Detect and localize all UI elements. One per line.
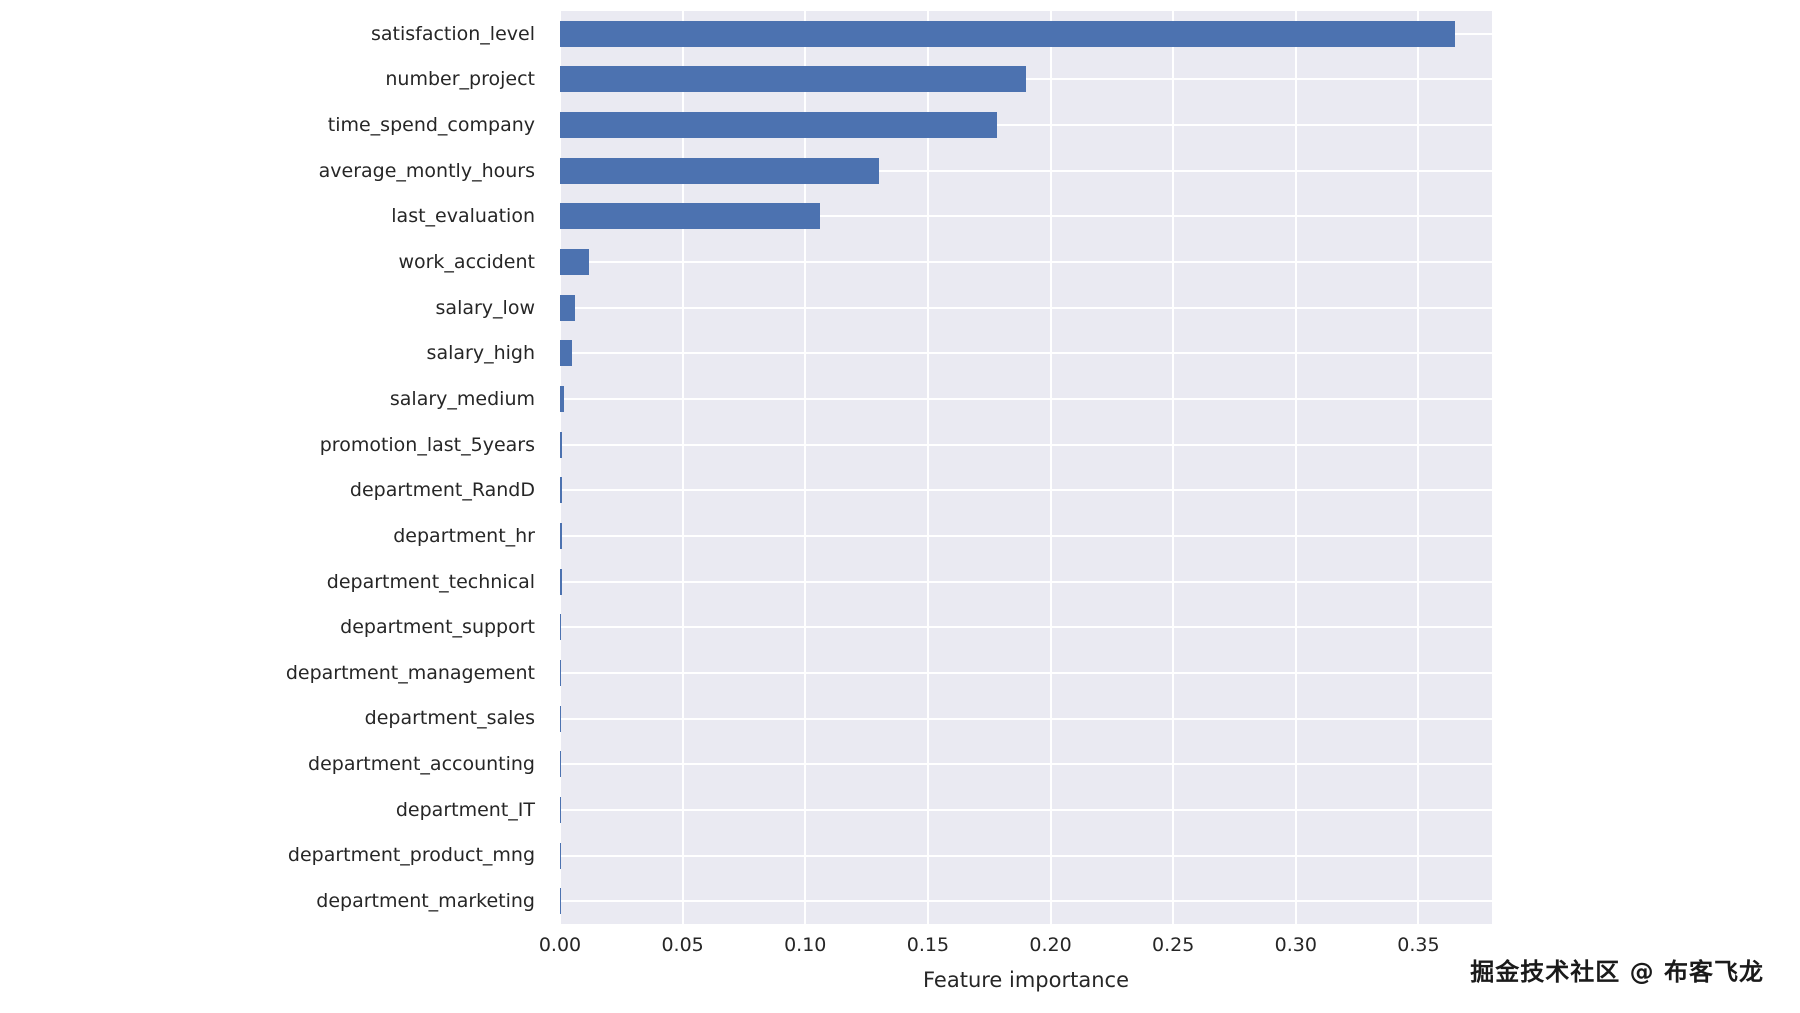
x-tick-label: 0.15 (906, 934, 950, 956)
watermark: 掘金技术社区 @ 布客飞龙 (1470, 958, 1764, 986)
bar (560, 203, 820, 230)
y-tick-label: department_management (285, 661, 535, 684)
plot-area (559, 11, 1492, 924)
y-tick-label: department_RandD (349, 479, 535, 502)
y-tick-label: salary_medium (389, 387, 535, 410)
bar (560, 66, 1026, 93)
gridline-horizontal (560, 534, 1492, 537)
gridline-horizontal (560, 261, 1492, 264)
y-tick-label: department_IT (395, 798, 535, 821)
y-tick-label: department_hr (393, 524, 535, 547)
gridline-vertical (1417, 11, 1420, 924)
gridline-horizontal (560, 763, 1492, 766)
bar (560, 386, 564, 413)
gridline-vertical (559, 11, 561, 924)
bar (560, 751, 561, 778)
bar (560, 568, 562, 595)
gridline-horizontal (560, 808, 1492, 811)
y-axis-labels: satisfaction_level number_project time_spe… (0, 11, 548, 924)
bar (560, 522, 562, 549)
bar (560, 705, 561, 732)
gridline-horizontal (560, 124, 1492, 127)
y-tick-label: department_marketing (316, 889, 535, 912)
gridline-horizontal (560, 215, 1492, 218)
gridline-horizontal (560, 626, 1492, 629)
gridline-horizontal (560, 671, 1492, 674)
x-tick-label: 0.25 (1152, 934, 1195, 956)
x-tick-label: 0.20 (1029, 934, 1072, 956)
bar (560, 20, 1456, 47)
gridline-vertical (804, 11, 807, 924)
bar (560, 659, 561, 686)
gridline-horizontal (560, 717, 1492, 720)
y-tick-label: satisfaction_level (370, 22, 535, 45)
gridline-vertical (1049, 11, 1052, 924)
bar (560, 431, 563, 458)
x-tick-label: 0.35 (1397, 934, 1440, 956)
gridline-vertical (681, 11, 684, 924)
gridline-vertical (1172, 11, 1175, 924)
gridline-horizontal (560, 854, 1492, 857)
bar (560, 340, 573, 367)
bar (560, 477, 563, 504)
y-tick-label: promotion_last_5years (319, 433, 535, 456)
y-tick-label: department_sales (364, 707, 535, 730)
gridline-horizontal (560, 78, 1492, 81)
y-tick-label: department_technical (326, 570, 535, 593)
y-tick-label: department_accounting (308, 753, 535, 776)
y-tick-label: salary_high (426, 342, 535, 365)
x-axis-label: Feature importance (922, 968, 1129, 992)
y-tick-label: time_spend_company (327, 114, 535, 137)
y-tick-label: salary_low (435, 296, 535, 319)
bar (560, 614, 562, 641)
y-tick-label: department_support (340, 616, 535, 639)
x-tick-label: 0.30 (1274, 934, 1317, 956)
gridline-horizontal (560, 306, 1492, 309)
bar (560, 888, 561, 915)
bar (560, 796, 561, 823)
gridline-vertical (1294, 11, 1297, 924)
bar (560, 112, 997, 139)
y-tick-label: work_accident (398, 251, 535, 274)
bar (560, 249, 590, 276)
gridline-horizontal (560, 580, 1492, 583)
gridline-horizontal (560, 352, 1492, 355)
gridline-horizontal (560, 169, 1492, 172)
bar (560, 294, 575, 321)
gridline-horizontal (560, 489, 1492, 492)
bar (560, 157, 879, 184)
gridline-horizontal (560, 443, 1492, 446)
gridline-vertical (926, 11, 929, 924)
y-tick-label: number_project (385, 68, 535, 91)
bar (560, 842, 561, 869)
y-tick-label: average_montly_hours (318, 159, 535, 182)
y-tick-label: last_evaluation (391, 205, 535, 228)
x-tick-label: 0.00 (538, 934, 582, 956)
gridline-horizontal (560, 398, 1492, 401)
x-tick-label: 0.05 (661, 934, 704, 956)
x-tick-label: 0.10 (784, 934, 827, 956)
gridline-horizontal (560, 900, 1492, 903)
y-tick-label: department_product_mng (287, 844, 535, 867)
